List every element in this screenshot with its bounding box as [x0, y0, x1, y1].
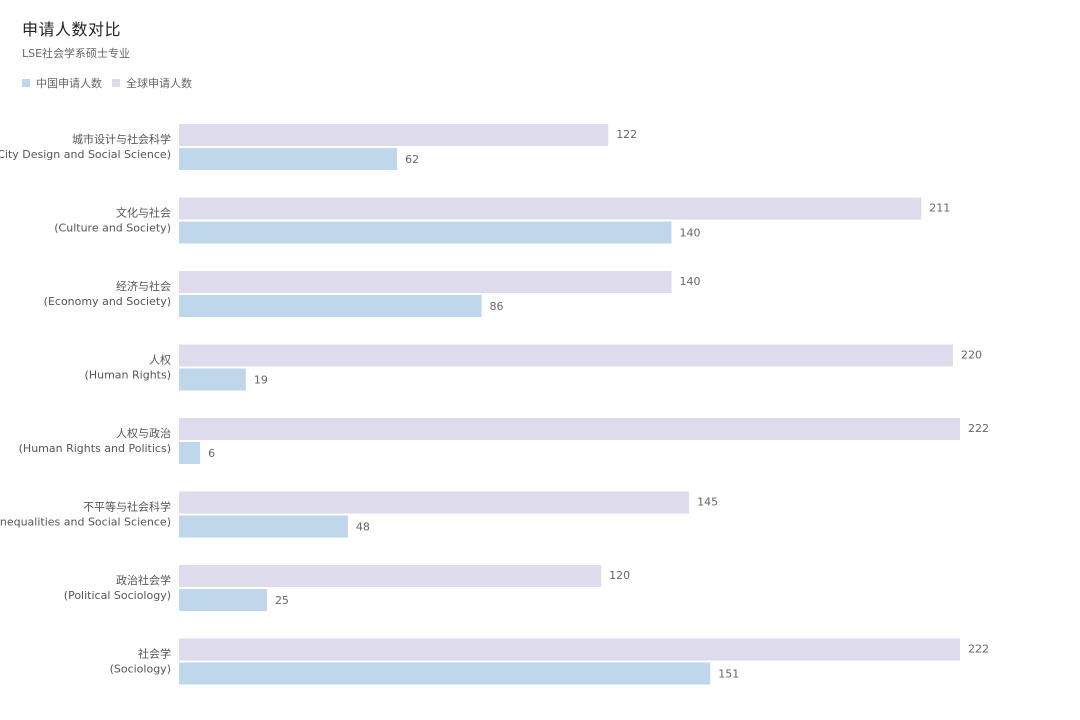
data-label-china: 19 [254, 374, 268, 387]
bar-global [179, 491, 690, 514]
bar-china [179, 515, 348, 538]
category-label-en: (Culture and Society) [54, 222, 171, 235]
category-label-zh: 不平等与社会科学 [83, 500, 171, 514]
bar-china [179, 662, 711, 685]
legend-label-china: 中国申请人数 [36, 77, 102, 90]
bar-china [179, 148, 398, 170]
data-label-china: 140 [680, 227, 701, 240]
bar-china [179, 221, 672, 244]
data-label-global: 120 [609, 569, 630, 582]
category-label-en: (Economy and Society) [44, 295, 171, 308]
category-label-en: (Political Sociology) [64, 589, 171, 602]
chart-title: 申请人数对比 [22, 20, 122, 39]
category-label-en: (Sociology) [110, 663, 171, 676]
legend-swatch-china [22, 79, 30, 87]
data-label-china: 86 [490, 300, 504, 313]
data-label-china: 62 [405, 153, 419, 166]
bar-china [179, 368, 246, 391]
category-label-zh: 文化与社会 [116, 206, 171, 220]
legend-swatch-global [112, 79, 120, 87]
data-label-china: 25 [275, 594, 289, 607]
bar-global [179, 271, 672, 293]
bar-global [179, 124, 609, 146]
data-label-global: 140 [680, 275, 701, 288]
bar-global [179, 565, 602, 587]
chart-subtitle: LSE社会学系硕士专业 [22, 47, 131, 60]
category-label-en: (Inequalities and Social Science) [0, 516, 171, 529]
category-label-en: (City Design and Social Science) [0, 148, 171, 161]
category-label-en: (Human Rights) [85, 369, 171, 382]
data-label-global: 122 [616, 128, 637, 141]
data-label-global: 220 [961, 349, 982, 362]
bar-china [179, 442, 201, 464]
data-label-china: 48 [356, 521, 370, 534]
data-label-china: 6 [208, 447, 215, 460]
bar-global [179, 418, 960, 440]
data-label-global: 145 [697, 496, 718, 509]
bar-china [179, 589, 267, 611]
category-label-zh: 人权与政治 [116, 426, 171, 440]
bar-global [179, 638, 960, 661]
bar-global [179, 344, 953, 367]
legend-item-global[interactable]: 全球申请人数 [112, 75, 192, 91]
category-label-zh: 经济与社会 [116, 279, 171, 293]
legend: 中国申请人数 全球申请人数 [22, 75, 192, 91]
category-label-zh: 社会学 [138, 647, 171, 661]
data-label-global: 222 [968, 643, 989, 656]
category-label-en: (Human Rights and Politics) [19, 442, 171, 455]
data-label-global: 211 [929, 202, 950, 215]
legend-label-global: 全球申请人数 [126, 77, 192, 90]
category-label-zh: 城市设计与社会科学 [72, 132, 171, 146]
category-label-zh: 人权 [149, 354, 171, 367]
bar-global [179, 197, 922, 220]
legend-item-china[interactable]: 中国申请人数 [22, 75, 102, 91]
data-label-china: 151 [718, 668, 739, 681]
bar-china [179, 295, 482, 317]
data-label-global: 222 [968, 422, 989, 435]
category-label-zh: 政治社会学 [116, 573, 171, 587]
